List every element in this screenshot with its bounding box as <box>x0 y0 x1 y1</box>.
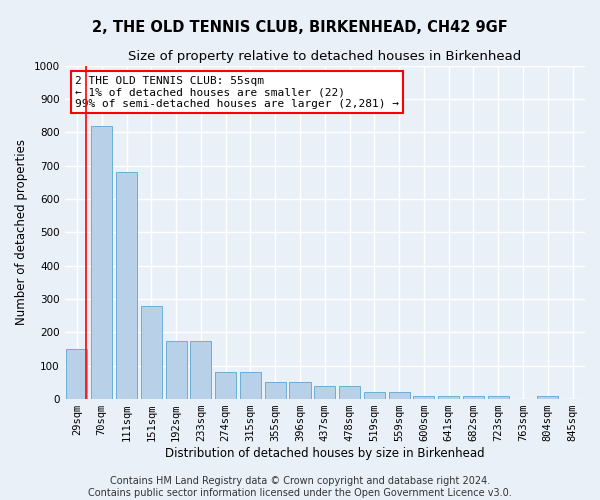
Bar <box>463 396 484 399</box>
Text: 2 THE OLD TENNIS CLUB: 55sqm
← 1% of detached houses are smaller (22)
99% of sem: 2 THE OLD TENNIS CLUB: 55sqm ← 1% of det… <box>75 76 399 109</box>
Bar <box>215 372 236 399</box>
Bar <box>265 382 286 399</box>
Bar <box>91 126 112 399</box>
Y-axis label: Number of detached properties: Number of detached properties <box>15 140 28 326</box>
Bar <box>141 306 162 399</box>
Bar <box>314 386 335 399</box>
Title: Size of property relative to detached houses in Birkenhead: Size of property relative to detached ho… <box>128 50 521 63</box>
Bar <box>166 340 187 399</box>
Text: 2, THE OLD TENNIS CLUB, BIRKENHEAD, CH42 9GF: 2, THE OLD TENNIS CLUB, BIRKENHEAD, CH42… <box>92 20 508 35</box>
Bar <box>438 396 459 399</box>
Bar <box>389 392 410 399</box>
Bar <box>289 382 311 399</box>
Bar <box>339 386 360 399</box>
Bar <box>364 392 385 399</box>
Bar <box>413 396 434 399</box>
Bar <box>537 396 559 399</box>
X-axis label: Distribution of detached houses by size in Birkenhead: Distribution of detached houses by size … <box>165 447 485 460</box>
Bar <box>67 349 88 399</box>
Bar <box>116 172 137 399</box>
Text: Contains HM Land Registry data © Crown copyright and database right 2024.
Contai: Contains HM Land Registry data © Crown c… <box>88 476 512 498</box>
Bar <box>488 396 509 399</box>
Bar <box>240 372 261 399</box>
Bar <box>190 340 211 399</box>
